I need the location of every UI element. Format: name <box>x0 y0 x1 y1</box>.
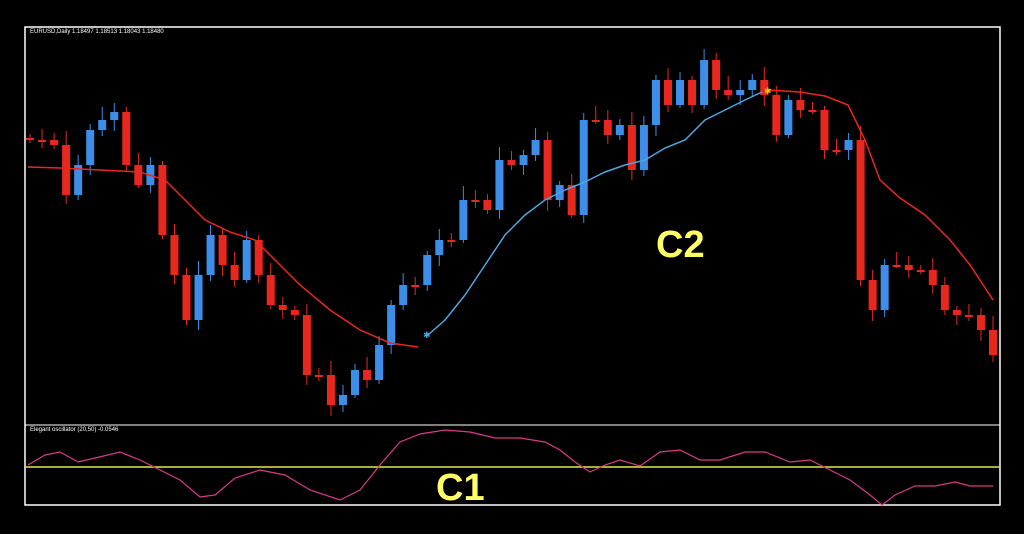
candle-body <box>423 255 432 285</box>
candle-body <box>519 155 528 165</box>
candle-body <box>302 315 311 375</box>
candle-body <box>194 275 203 320</box>
candle-body <box>86 130 95 165</box>
candle-body <box>182 275 191 320</box>
candle-body <box>724 90 733 95</box>
candle-body <box>892 265 901 267</box>
candle-body <box>856 140 865 280</box>
candle-body <box>26 138 34 140</box>
candle-body <box>964 315 973 317</box>
candle-body <box>411 285 420 287</box>
candle-body <box>62 145 71 195</box>
candles <box>26 49 997 416</box>
candle-body <box>712 60 721 90</box>
moving-average-blue <box>427 91 763 336</box>
candle-body <box>495 160 504 210</box>
candle-body <box>254 240 263 275</box>
candle-body <box>290 310 299 315</box>
candle-body <box>50 140 59 145</box>
oscillator-line <box>27 429 993 506</box>
candle-body <box>952 310 961 315</box>
candle-body <box>158 165 167 235</box>
candle-body <box>796 100 805 110</box>
annotation-c1: C1 <box>436 467 485 509</box>
candle-body <box>627 125 636 170</box>
candle-body <box>904 265 913 270</box>
candle-body <box>651 80 660 125</box>
candle-body <box>940 285 949 310</box>
candle-body <box>122 112 131 165</box>
indicator-label: Elegant oscillator (20,50) -0.0546 <box>30 427 119 433</box>
candle-body <box>134 165 143 185</box>
candle-body <box>868 280 877 310</box>
candle-body <box>928 270 937 285</box>
candle-body <box>808 110 817 112</box>
candle-body <box>206 235 215 275</box>
candle-body <box>98 120 107 130</box>
candle-body <box>242 240 251 280</box>
candle-body <box>736 90 745 95</box>
candle-body <box>483 200 492 210</box>
candle-body <box>700 60 709 105</box>
candle-body <box>447 240 456 242</box>
candle-body <box>772 95 781 135</box>
candle-body <box>603 120 612 135</box>
candle-body <box>989 330 997 355</box>
candle-body <box>38 140 47 142</box>
candle-body <box>74 165 83 195</box>
candle-body <box>832 150 841 152</box>
signal-star: ✱ <box>423 330 431 340</box>
candle-body <box>435 240 444 255</box>
candle-body <box>363 370 372 380</box>
candle-body <box>567 185 576 215</box>
moving-average-red-2 <box>767 89 994 301</box>
moving-average-red <box>27 166 419 348</box>
candle-body <box>459 200 468 240</box>
candle-body <box>399 285 408 305</box>
candle-body <box>507 160 516 165</box>
candle-body <box>326 375 335 405</box>
candle-body <box>784 100 793 135</box>
candle-body <box>579 120 588 215</box>
candle-body <box>976 315 985 330</box>
candle-body <box>375 345 384 380</box>
candle-body <box>639 125 648 170</box>
candle-body <box>880 265 889 310</box>
candle-body <box>314 375 323 377</box>
candle-body <box>820 110 829 150</box>
candle-body <box>351 370 360 395</box>
candle-body <box>760 80 769 95</box>
annotation-c2: C2 <box>656 224 705 266</box>
candle-body <box>387 305 396 345</box>
candle-body <box>471 200 480 202</box>
candle-body <box>230 265 239 280</box>
candle-body <box>170 235 179 275</box>
candle-body <box>916 270 925 272</box>
candle-body <box>110 112 119 120</box>
candle-body <box>531 140 540 155</box>
candle-body <box>266 275 275 305</box>
candle-body <box>615 125 624 135</box>
candle-body <box>663 80 672 105</box>
candle-body <box>543 140 552 200</box>
candle-body <box>218 235 227 265</box>
candle-body <box>748 80 757 90</box>
candle-body <box>844 140 853 150</box>
candle-body <box>676 80 685 105</box>
signal-star: ✱ <box>764 86 772 96</box>
candle-body <box>338 395 347 405</box>
candle-body <box>278 305 287 310</box>
candle-body <box>591 120 600 122</box>
symbol-info: EURUSD,Daily 1.18497 1.18513 1.18043 1.1… <box>30 29 164 35</box>
candle-body <box>688 80 697 105</box>
